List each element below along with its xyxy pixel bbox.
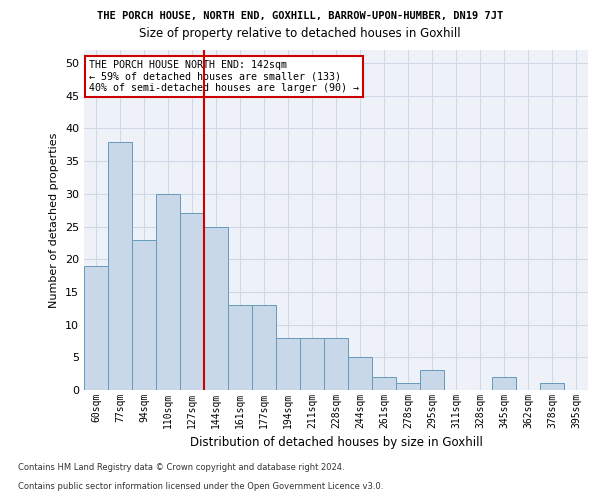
Bar <box>420 370 444 390</box>
Bar <box>156 194 180 390</box>
Bar <box>132 240 156 390</box>
Bar <box>348 358 372 390</box>
Text: THE PORCH HOUSE, NORTH END, GOXHILL, BARROW-UPON-HUMBER, DN19 7JT: THE PORCH HOUSE, NORTH END, GOXHILL, BAR… <box>97 11 503 21</box>
Bar <box>396 384 420 390</box>
Bar <box>540 384 564 390</box>
Bar <box>84 266 108 390</box>
Text: Contains HM Land Registry data © Crown copyright and database right 2024.: Contains HM Land Registry data © Crown c… <box>18 464 344 472</box>
Text: Contains public sector information licensed under the Open Government Licence v3: Contains public sector information licen… <box>18 482 383 491</box>
Bar <box>252 305 276 390</box>
Y-axis label: Number of detached properties: Number of detached properties <box>49 132 59 308</box>
Bar <box>276 338 300 390</box>
Bar <box>492 377 516 390</box>
X-axis label: Distribution of detached houses by size in Goxhill: Distribution of detached houses by size … <box>190 436 482 450</box>
Text: THE PORCH HOUSE NORTH END: 142sqm
← 59% of detached houses are smaller (133)
40%: THE PORCH HOUSE NORTH END: 142sqm ← 59% … <box>89 60 359 94</box>
Bar <box>108 142 132 390</box>
Bar <box>204 226 228 390</box>
Bar <box>372 377 396 390</box>
Bar <box>228 305 252 390</box>
Text: Size of property relative to detached houses in Goxhill: Size of property relative to detached ho… <box>139 28 461 40</box>
Bar <box>324 338 348 390</box>
Bar <box>180 214 204 390</box>
Bar <box>300 338 324 390</box>
